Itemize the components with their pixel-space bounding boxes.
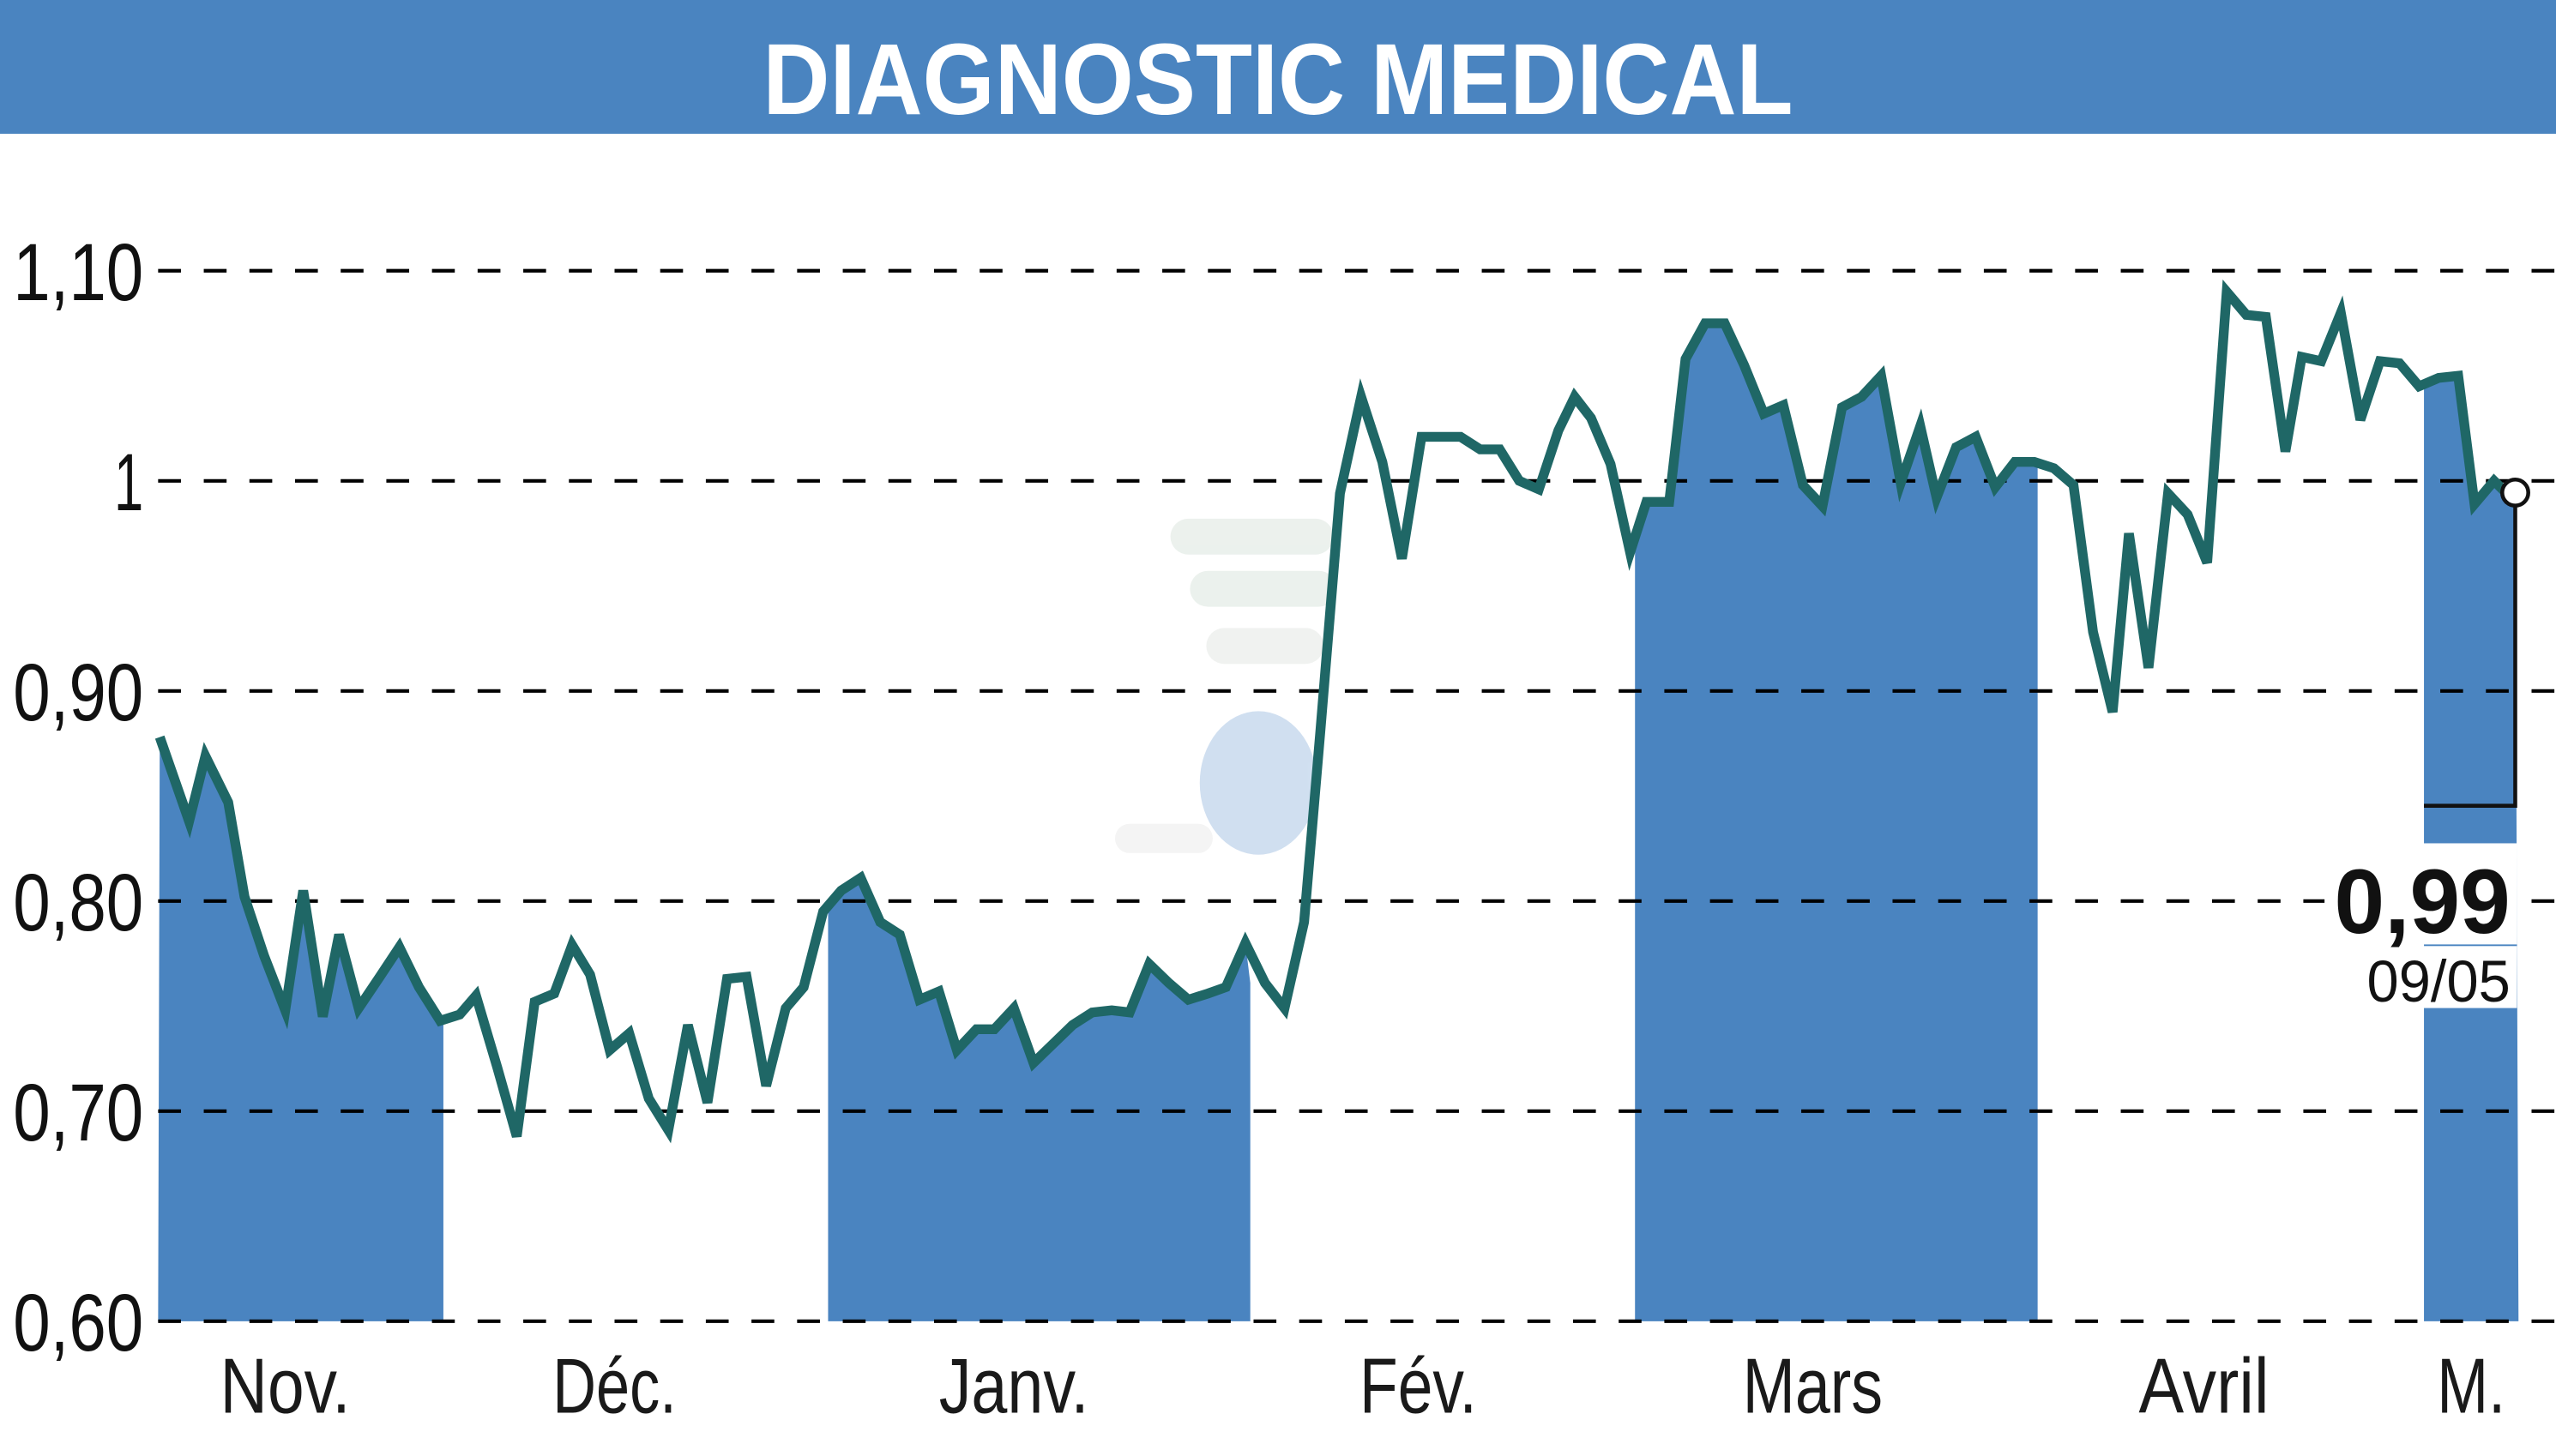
last-value-label: 0,99 bbox=[2335, 851, 2511, 953]
last-point-circle bbox=[2500, 477, 2530, 508]
y-tick-label: 0,90 bbox=[13, 647, 143, 738]
x-tick-label: Janv. bbox=[939, 1342, 1089, 1429]
x-tick-label: M. bbox=[2437, 1342, 2505, 1429]
gridlines bbox=[158, 268, 2556, 1323]
y-tick-label: 1 bbox=[114, 437, 143, 528]
y-tick-label: 1,10 bbox=[13, 227, 143, 318]
month-band-nov bbox=[158, 737, 443, 1321]
month-bands bbox=[158, 323, 2519, 1321]
y-tick-label: 0,60 bbox=[13, 1278, 143, 1369]
x-tick-label: Fév. bbox=[1359, 1342, 1477, 1429]
last-value-date: 09/05 bbox=[2367, 948, 2511, 1014]
watermark-logo bbox=[1114, 518, 1337, 855]
price-line bbox=[154, 279, 2519, 1144]
x-tick-label: Avril bbox=[2138, 1342, 2269, 1429]
y-tick-label: 0,80 bbox=[13, 857, 143, 948]
x-axis-labels: Nov. Déc. Janv. Fév. Mars Avril M. bbox=[220, 1342, 2506, 1429]
chart-title: DIAGNOSTIC MEDICAL bbox=[763, 22, 1793, 135]
x-tick-label: Mars bbox=[1743, 1342, 1883, 1429]
header-bar bbox=[0, 0, 2556, 134]
x-tick-label: Déc. bbox=[552, 1342, 676, 1429]
y-axis-labels: 1,10 1 0,90 0,80 0,70 0,60 bbox=[13, 227, 143, 1369]
month-band-janv bbox=[828, 877, 1251, 1321]
month-band-mars bbox=[1635, 323, 2038, 1321]
y-tick-label: 0,70 bbox=[13, 1068, 143, 1158]
x-tick-label: Nov. bbox=[220, 1342, 351, 1429]
last-value-marker: 0,99 09/05 bbox=[2324, 477, 2530, 1014]
